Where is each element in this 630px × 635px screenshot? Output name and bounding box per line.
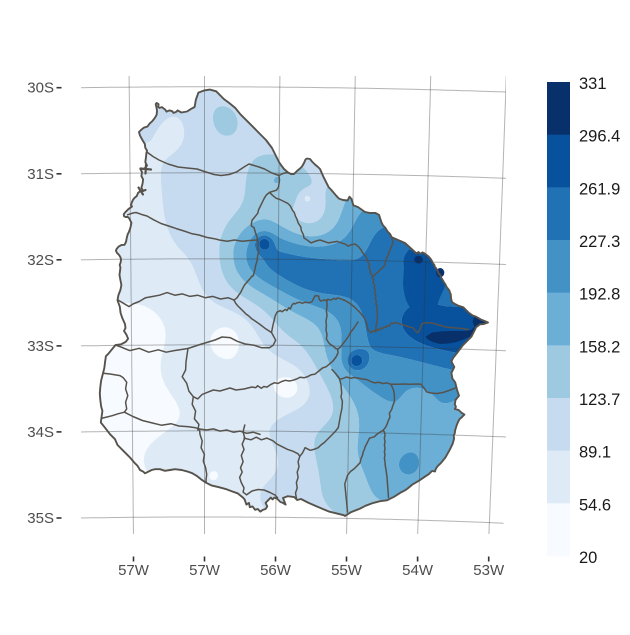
svg-text:32S: 32S — [27, 252, 54, 269]
svg-text:30S: 30S — [27, 80, 54, 97]
svg-text:331: 331 — [579, 75, 607, 93]
svg-text:261.9: 261.9 — [579, 180, 620, 198]
svg-text:34S: 34S — [27, 424, 54, 441]
svg-text:158.2: 158.2 — [579, 338, 620, 356]
svg-text:57W: 57W — [118, 562, 150, 579]
svg-text:35S: 35S — [27, 510, 54, 527]
svg-text:56W: 56W — [260, 562, 292, 579]
svg-text:54.6: 54.6 — [579, 496, 611, 514]
svg-text:123.7: 123.7 — [579, 391, 620, 409]
svg-text:53W: 53W — [473, 562, 505, 579]
svg-text:89.1: 89.1 — [579, 444, 611, 462]
svg-text:20: 20 — [579, 549, 597, 567]
svg-text:227.3: 227.3 — [579, 233, 620, 251]
svg-text:54W: 54W — [402, 562, 434, 579]
svg-text:192.8: 192.8 — [579, 286, 620, 304]
svg-text:296.4: 296.4 — [579, 128, 620, 146]
svg-text:31S: 31S — [27, 166, 54, 183]
svg-text:55W: 55W — [331, 562, 363, 579]
svg-text:57W: 57W — [189, 562, 221, 579]
svg-text:33S: 33S — [27, 338, 54, 355]
